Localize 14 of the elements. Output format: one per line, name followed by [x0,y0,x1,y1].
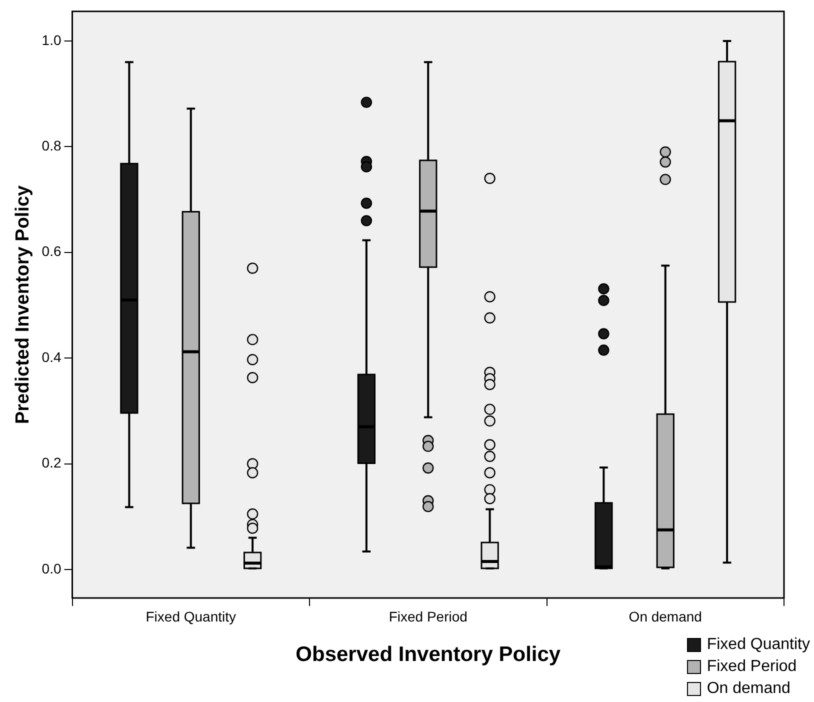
y-tick-label: 0.0 [42,560,62,576]
legend-label: On demand [706,679,790,699]
x-tick-label: Fixed Quantity [146,608,236,624]
legend-label: Fixed Period [706,657,797,677]
x-tick-label: On demand [628,608,702,624]
legend-label: Fixed Quantity [706,635,810,655]
x-axis-title: Observed Inventory Policy [296,643,561,666]
y-tick-label: 0.4 [42,348,62,365]
y-axis-title: Predicted Inventory Policy [12,184,34,424]
y-tick-label: 0.6 [42,243,62,260]
y-tick-label: 0.2 [42,454,62,471]
x-tick-label: Fixed Period [388,608,468,624]
y-tick-label: 1.0 [42,32,62,48]
y-tick-label: 0.8 [42,138,62,154]
